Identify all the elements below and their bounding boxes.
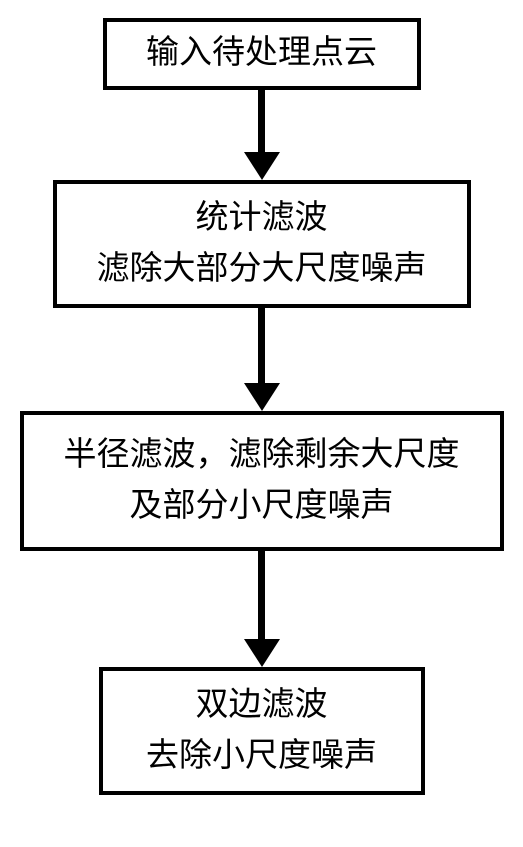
flow-node-statistical-filter: 统计滤波 滤除大部分大尺度噪声 [53, 180, 471, 308]
arrow-shaft [258, 551, 265, 639]
flow-arrow [244, 551, 280, 667]
flow-node-radius-filter: 半径滤波，滤除剩余大尺度 及部分小尺度噪声 [20, 411, 504, 551]
arrow-shaft [258, 90, 265, 152]
flow-node-line: 统计滤波 [196, 193, 328, 244]
flow-node-line: 输入待处理点云 [146, 28, 377, 79]
flow-node-line: 双边滤波 [196, 680, 328, 731]
flow-arrow [244, 308, 280, 411]
flow-node-line: 及部分小尺度噪声 [130, 481, 394, 532]
arrow-head-icon [244, 152, 280, 180]
arrow-shaft [258, 308, 265, 383]
flow-node-line: 半径滤波，滤除剩余大尺度 [64, 430, 460, 481]
flow-node-bilateral-filter: 双边滤波 去除小尺度噪声 [99, 667, 425, 795]
arrow-head-icon [244, 639, 280, 667]
flow-arrow [244, 90, 280, 180]
flow-node-line: 去除小尺度噪声 [146, 731, 377, 782]
flow-node-input: 输入待处理点云 [103, 18, 421, 90]
arrow-head-icon [244, 383, 280, 411]
flow-node-line: 滤除大部分大尺度噪声 [97, 244, 427, 295]
